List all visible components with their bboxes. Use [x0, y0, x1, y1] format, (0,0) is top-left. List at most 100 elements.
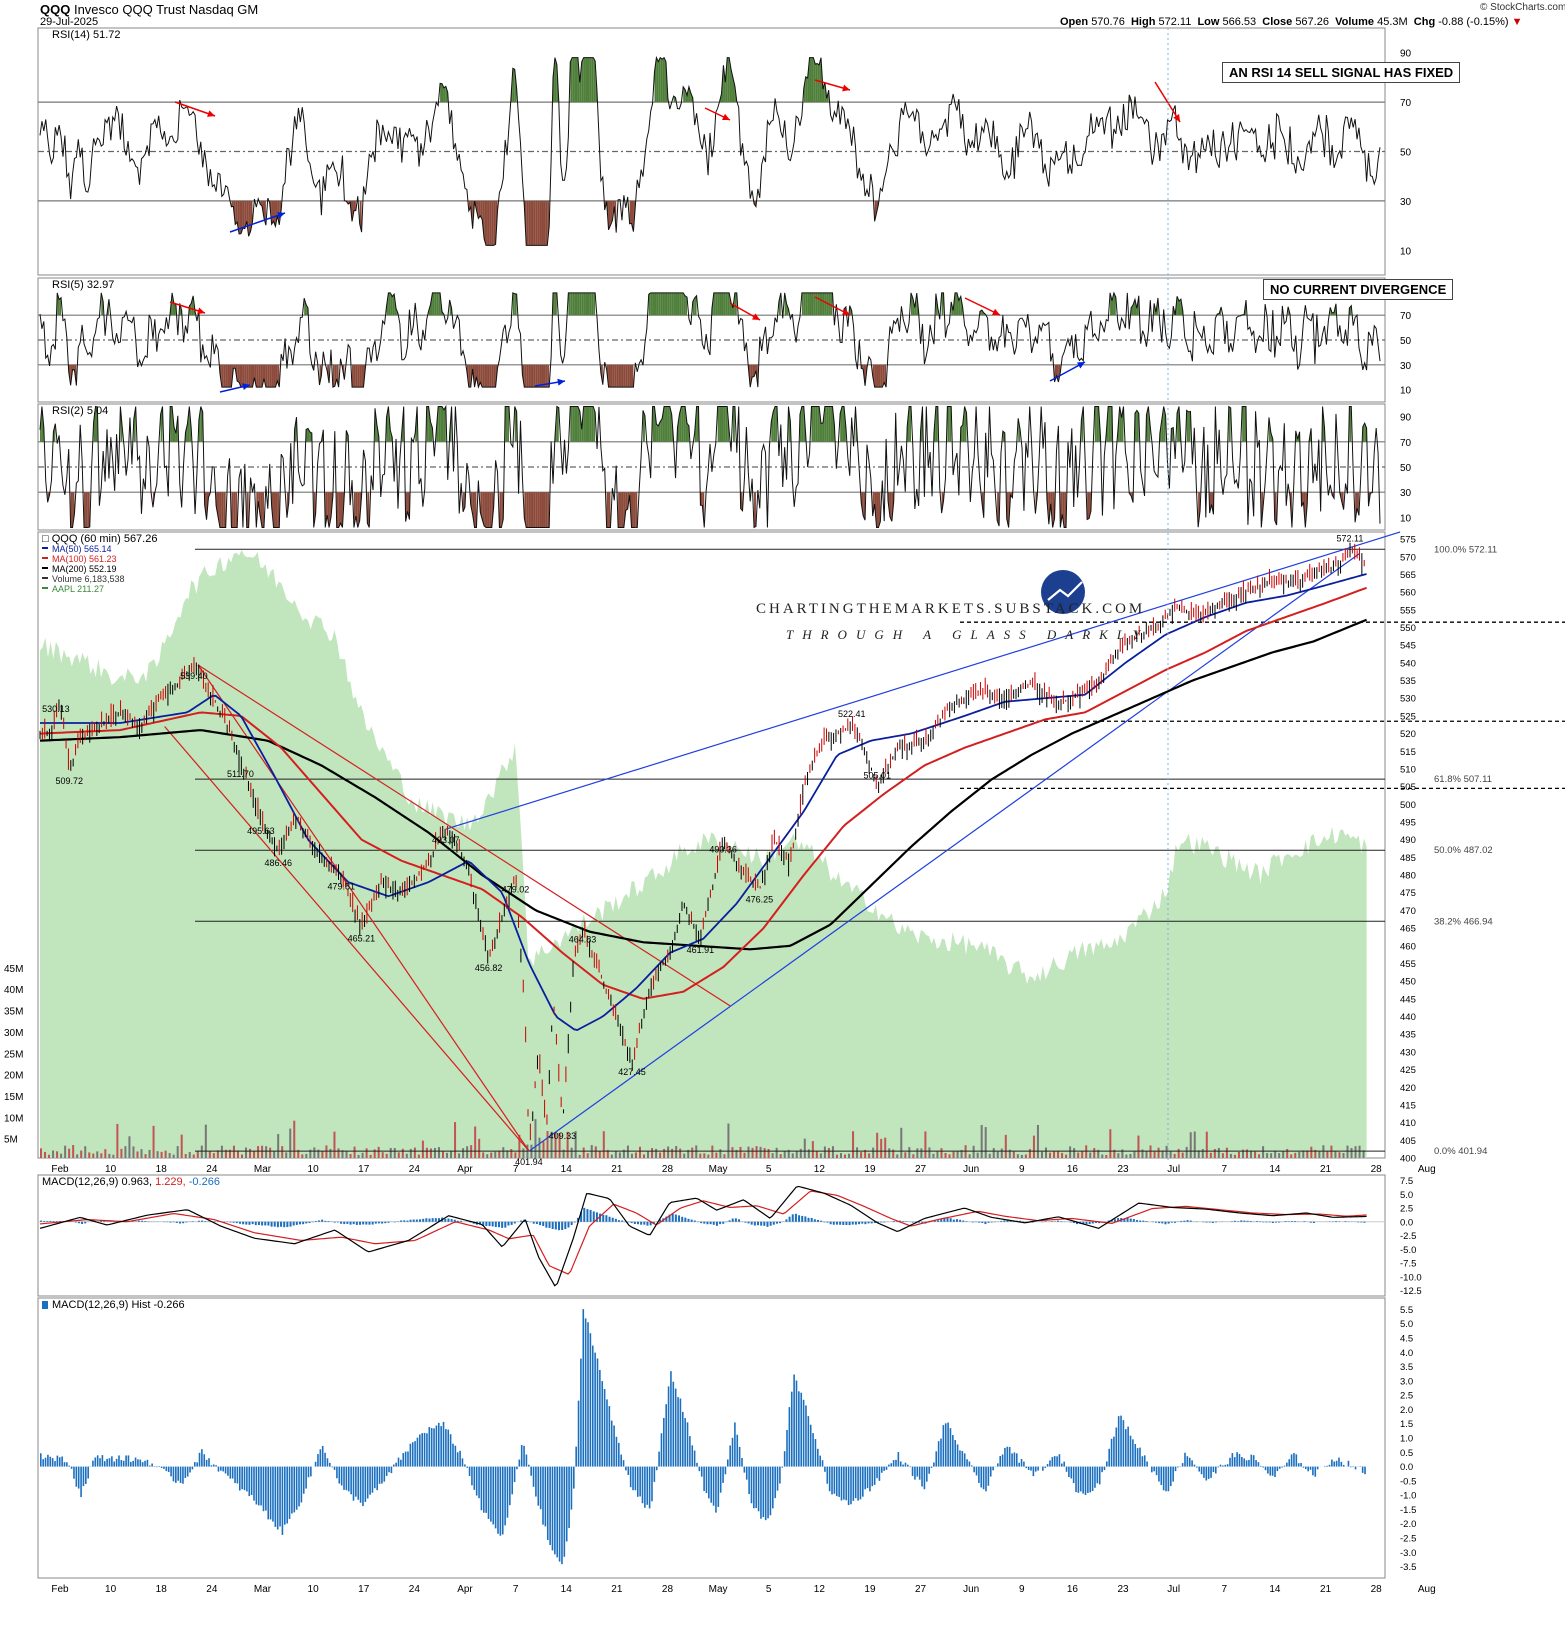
- hist-bar: [847, 1466, 850, 1506]
- volume-bar: [144, 1154, 147, 1158]
- hist-bar: [658, 1451, 660, 1467]
- volume-bar: [329, 1148, 332, 1158]
- overbought-fill: [830, 406, 833, 442]
- oversold-fill: [530, 492, 532, 528]
- macd-hist-bar: [873, 1221, 876, 1224]
- macd-hist-bar: [460, 1220, 463, 1222]
- macd-hist-bar: [276, 1221, 279, 1228]
- oversold-fill: [231, 200, 234, 207]
- hist-bar: [729, 1445, 731, 1467]
- price-label: 530.13: [42, 704, 70, 714]
- hist-bar: [1084, 1466, 1087, 1496]
- volume-bar: [321, 1150, 324, 1158]
- hist-bar: [864, 1466, 866, 1490]
- hist-bar: [63, 1462, 66, 1467]
- legend-swatch: [42, 577, 48, 579]
- hist-bar: [1184, 1452, 1186, 1467]
- y-tick-label: 455: [1400, 959, 1416, 970]
- volume-bar: [1270, 1153, 1273, 1158]
- macd-hist-bar: [1262, 1221, 1265, 1223]
- macd-hist-bar: [257, 1221, 260, 1225]
- oversold-fill: [539, 364, 542, 388]
- hist-bar: [203, 1454, 206, 1467]
- volume-bar: [1314, 1149, 1317, 1158]
- hist-bar: [779, 1466, 781, 1484]
- oversold-fill: [543, 200, 546, 246]
- x-tick-label: 27: [915, 1584, 927, 1595]
- oversold-fill: [484, 492, 487, 528]
- macd-hist-bar: [1154, 1221, 1157, 1223]
- overbought-fill: [432, 292, 435, 316]
- overbought-fill: [727, 292, 730, 316]
- volume-bar: [1358, 1145, 1361, 1158]
- macd-hist-bar: [371, 1221, 374, 1225]
- macd-hist-bar: [1085, 1221, 1088, 1225]
- hist-bar: [807, 1416, 810, 1467]
- hist-bar: [743, 1466, 746, 1473]
- oversold-fill: [239, 200, 241, 234]
- hist-bar: [587, 1322, 589, 1467]
- hist-bar: [963, 1453, 966, 1467]
- y-tick-label: 475: [1400, 888, 1416, 899]
- volume-bar: [486, 1154, 489, 1158]
- overbought-fill: [426, 406, 429, 442]
- macd-hist-bar: [839, 1221, 842, 1225]
- macd-hist-bar: [1344, 1221, 1347, 1222]
- macd-hist-bar: [943, 1217, 946, 1222]
- hist-bar: [288, 1466, 291, 1519]
- hist-bar: [603, 1389, 606, 1467]
- y-tick-label: 50: [1400, 336, 1412, 347]
- macd-hist-bar: [801, 1215, 804, 1222]
- overbought-fill: [694, 295, 697, 316]
- y-tick-label: 465: [1400, 924, 1416, 935]
- fib-level-label: 50.0% 487.02: [1434, 845, 1493, 856]
- overbought-fill: [438, 406, 441, 442]
- divergence-arrow-head: [197, 307, 205, 315]
- y-tick-label: 5.0: [1400, 1319, 1413, 1330]
- hist-bar: [1259, 1465, 1262, 1467]
- overbought-fill: [960, 424, 963, 442]
- chg-value: -0.88 (-0.15%): [1438, 16, 1509, 28]
- volume-bar: [920, 1148, 923, 1158]
- overbought-fill: [388, 292, 391, 316]
- overbought-fill: [390, 292, 393, 316]
- macd-hist-bar: [1072, 1221, 1075, 1224]
- macd-hist-bar: [1107, 1220, 1110, 1222]
- oversold-fill: [531, 200, 534, 246]
- macd-hist-bar: [273, 1221, 276, 1227]
- overbought-fill: [958, 296, 961, 316]
- y-tick-label: 1.0: [1400, 1434, 1413, 1445]
- hist-bar: [755, 1466, 758, 1509]
- volume-bar: [285, 1152, 288, 1158]
- hist-bar: [535, 1466, 537, 1497]
- volume-bar: [172, 1154, 175, 1158]
- macd-hist-bar: [1211, 1221, 1214, 1224]
- hist-bar: [1186, 1456, 1189, 1467]
- overbought-fill: [170, 406, 173, 442]
- macd-hist-bar: [687, 1218, 690, 1222]
- oversold-fill: [489, 364, 492, 388]
- volume-bar: [228, 1149, 231, 1158]
- overbought-fill: [585, 406, 588, 442]
- macd-hist-bar: [709, 1221, 712, 1225]
- hist-bar: [1079, 1466, 1082, 1492]
- volume-bar: [1254, 1151, 1257, 1158]
- volume-bar: [140, 1149, 143, 1158]
- hist-bar: [461, 1458, 464, 1467]
- volume-bar: [1125, 1154, 1128, 1158]
- oversold-fill: [608, 364, 611, 388]
- hist-bar: [539, 1466, 542, 1510]
- oversold-fill: [476, 364, 479, 388]
- hist-bar: [265, 1466, 267, 1511]
- x-tick-label: Feb: [51, 1584, 69, 1595]
- hist-bar: [767, 1466, 769, 1519]
- oversold-fill: [244, 364, 247, 388]
- volume-bar: [1306, 1150, 1309, 1158]
- hist-bar: [705, 1466, 708, 1494]
- hist-bar: [627, 1466, 630, 1475]
- hist-bar: [944, 1423, 947, 1467]
- hist-bar: [1283, 1465, 1286, 1467]
- macd-hist-bar: [959, 1219, 962, 1222]
- hist-bar: [506, 1466, 509, 1518]
- volume-bar: [671, 1148, 674, 1158]
